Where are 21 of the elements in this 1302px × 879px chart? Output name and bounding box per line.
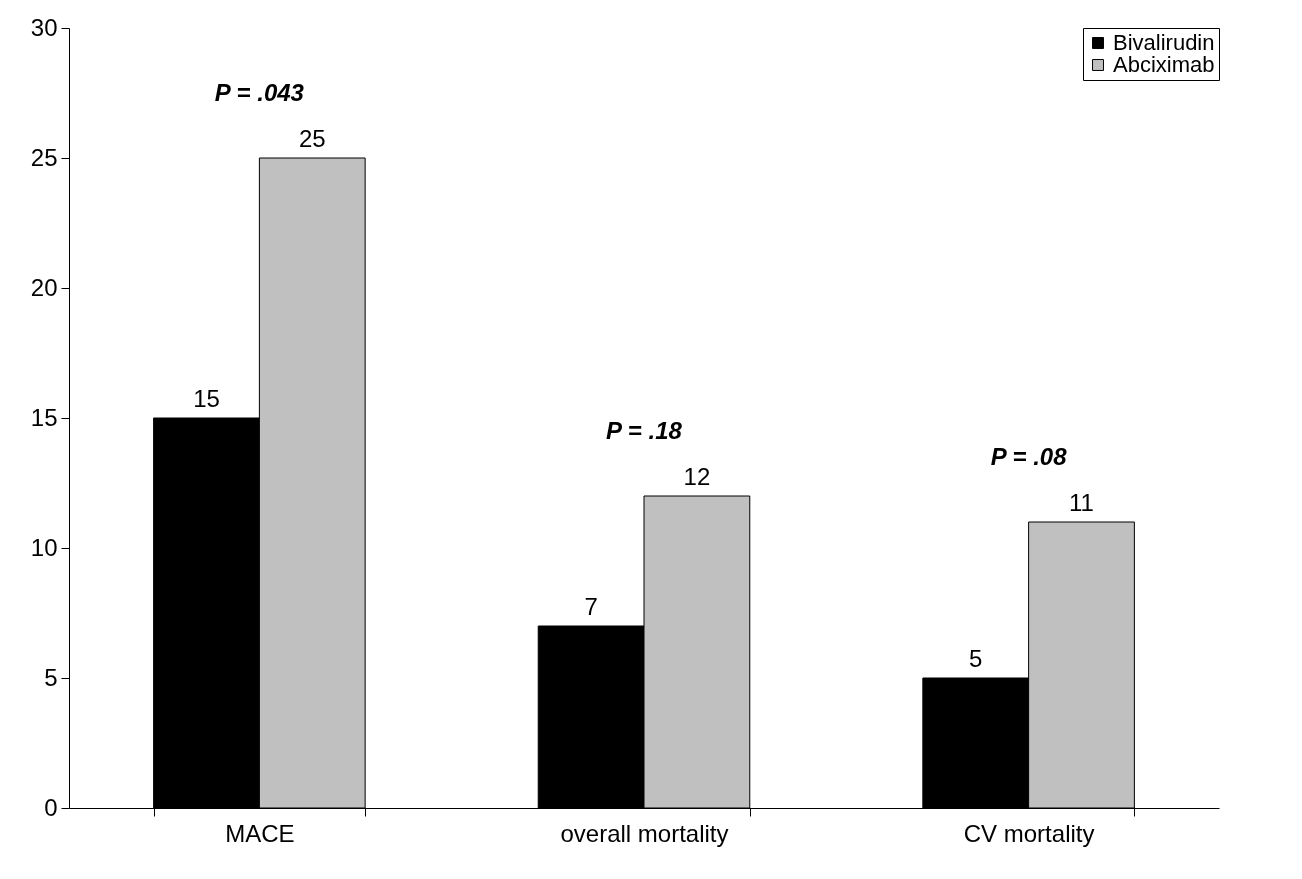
y-tick-label: 15	[30, 403, 58, 431]
y-tick-label: 20	[30, 273, 58, 301]
annotation: P = .08	[990, 443, 1068, 470]
y-tick-label: 30	[30, 13, 58, 41]
data-label: 25	[298, 125, 326, 152]
annotation: P = .043	[214, 79, 305, 106]
y-tick-label: 10	[30, 533, 58, 561]
legend-label: Bivalirudin	[1113, 30, 1215, 55]
legend-label: Abciximab	[1113, 52, 1215, 77]
data-label: 15	[193, 385, 220, 412]
data-label: 7	[584, 593, 598, 620]
y-tick-label: 0	[44, 793, 58, 821]
data-label: 11	[1069, 489, 1094, 516]
y-tick-label: 25	[30, 143, 58, 171]
data-label: 5	[969, 645, 983, 672]
annotation: P = .18	[606, 417, 683, 444]
data-label: 12	[683, 463, 711, 490]
x-tick-label: CV mortality	[963, 819, 1095, 847]
x-tick-label: overall mortality	[560, 819, 729, 847]
x-tick-label: MACE	[225, 819, 295, 847]
y-tick-label: 5	[44, 663, 58, 691]
